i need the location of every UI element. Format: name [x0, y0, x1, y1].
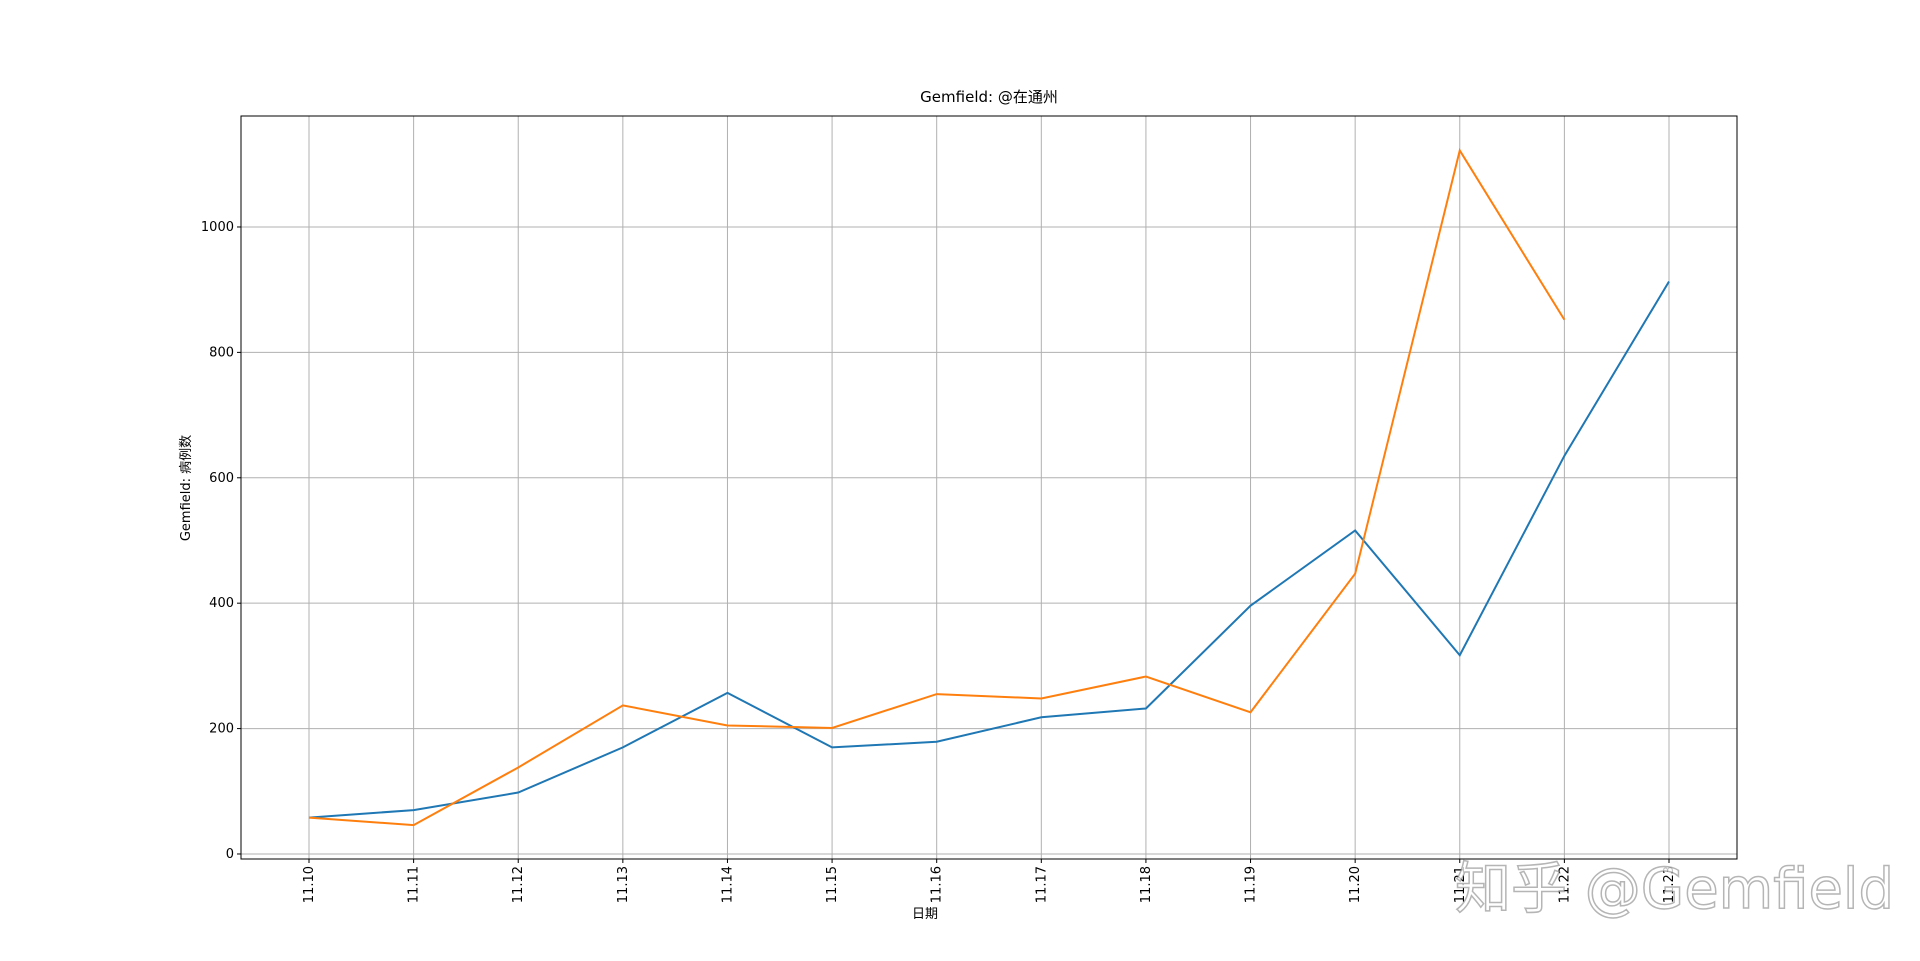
- x-tick-label: 11.11: [407, 866, 422, 903]
- chart-title: Gemfield: @在通州: [920, 88, 1058, 106]
- y-tick-label: 800: [209, 345, 234, 360]
- x-tick-label: 11.10: [302, 866, 317, 903]
- x-tick-label: 11.22: [1557, 866, 1572, 903]
- series-line: [308, 281, 1670, 819]
- y-tick-label: 600: [209, 471, 234, 486]
- y-tick-label: 400: [209, 596, 234, 611]
- x-tick-label: 11.15: [825, 866, 840, 903]
- x-tick-label: 11.12: [511, 866, 526, 903]
- x-tick-label: 11.18: [1139, 866, 1154, 903]
- x-tick-label: 11.23: [1662, 866, 1677, 903]
- x-tick-label: 11.16: [930, 866, 945, 903]
- watermark: 知乎 @Gemfield: [1455, 857, 1894, 922]
- y-tick-label: 200: [209, 722, 234, 737]
- x-tick-label: 11.20: [1348, 866, 1363, 903]
- x-tick-label: 11.19: [1244, 866, 1259, 903]
- x-axis-label: 日期: [912, 907, 938, 922]
- x-tick-label: 11.17: [1034, 866, 1049, 903]
- y-tick-label: 1000: [201, 220, 234, 235]
- plot-frame: [240, 115, 1738, 860]
- x-tick-label: 11.13: [616, 866, 631, 903]
- x-tick-label: 11.14: [720, 866, 735, 903]
- y-axis-label: Gemfield: 病例数: [179, 435, 194, 541]
- y-tick-label: 0: [226, 847, 234, 862]
- series-line: [308, 147, 1566, 827]
- x-tick-label: 11.21: [1453, 866, 1468, 903]
